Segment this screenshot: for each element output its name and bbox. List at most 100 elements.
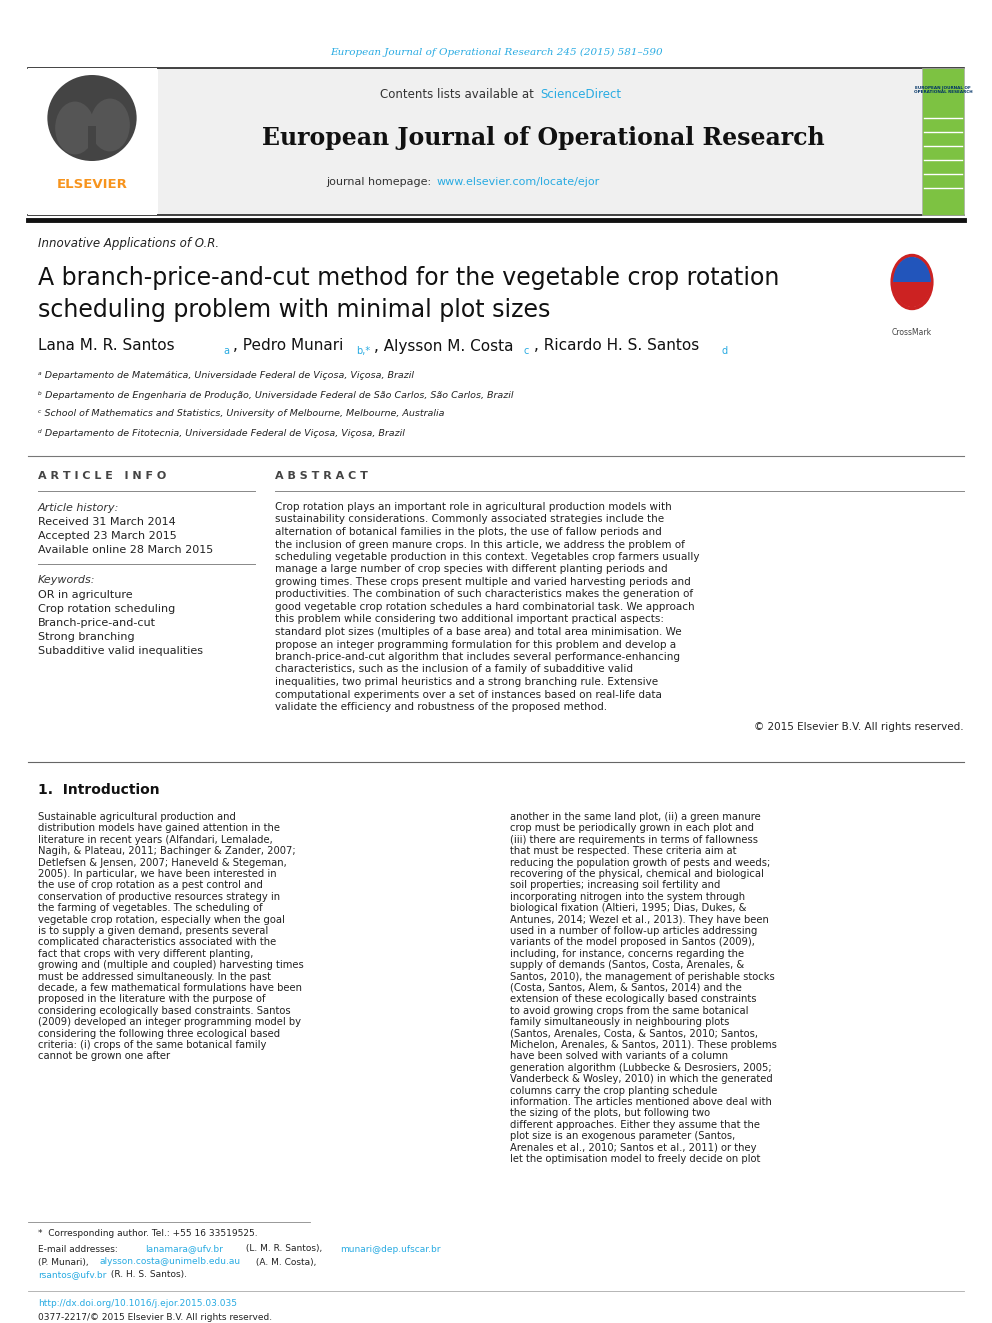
Bar bbox=[88, 126, 96, 155]
Text: ᶜ School of Mathematics and Statistics, University of Melbourne, Melbourne, Aust: ᶜ School of Mathematics and Statistics, … bbox=[38, 410, 444, 418]
Text: rsantos@ufv.br: rsantos@ufv.br bbox=[38, 1270, 106, 1279]
Text: cannot be grown one after: cannot be grown one after bbox=[38, 1052, 170, 1061]
Text: used in a number of follow-up articles addressing: used in a number of follow-up articles a… bbox=[510, 926, 757, 935]
Text: criteria: (i) crops of the same botanical family: criteria: (i) crops of the same botanica… bbox=[38, 1040, 267, 1050]
Text: Santos, 2010), the management of perishable stocks: Santos, 2010), the management of perisha… bbox=[510, 971, 775, 982]
Text: supply of demands (Santos, Costa, Arenales, &: supply of demands (Santos, Costa, Arenal… bbox=[510, 960, 744, 970]
Text: (Santos, Arenales, Costa, & Santos, 2010; Santos,: (Santos, Arenales, Costa, & Santos, 2010… bbox=[510, 1028, 758, 1039]
Text: (A. M. Costa),: (A. M. Costa), bbox=[253, 1257, 316, 1266]
Text: Michelon, Arenales, & Santos, 2011). These problems: Michelon, Arenales, & Santos, 2011). The… bbox=[510, 1040, 777, 1050]
Text: vegetable crop rotation, especially when the goal: vegetable crop rotation, especially when… bbox=[38, 914, 285, 925]
Text: © 2015 Elsevier B.V. All rights reserved.: © 2015 Elsevier B.V. All rights reserved… bbox=[754, 722, 964, 733]
Text: A R T I C L E   I N F O: A R T I C L E I N F O bbox=[38, 471, 167, 482]
Text: growing times. These crops present multiple and varied harvesting periods and: growing times. These crops present multi… bbox=[275, 577, 690, 587]
Text: (P. Munari),: (P. Munari), bbox=[38, 1257, 91, 1266]
Text: ᵃ Departamento de Matemática, Universidade Federal de Viçosa, Viçosa, Brazil: ᵃ Departamento de Matemática, Universida… bbox=[38, 372, 414, 381]
Text: must be addressed simultaneously. In the past: must be addressed simultaneously. In the… bbox=[38, 971, 271, 982]
Ellipse shape bbox=[56, 102, 95, 155]
Text: Crop rotation scheduling: Crop rotation scheduling bbox=[38, 605, 176, 614]
Text: d: d bbox=[722, 347, 728, 356]
Text: Branch-price-and-cut: Branch-price-and-cut bbox=[38, 618, 156, 628]
Text: conservation of productive resources strategy in: conservation of productive resources str… bbox=[38, 892, 280, 902]
Text: Sustainable agricultural production and: Sustainable agricultural production and bbox=[38, 812, 236, 822]
Text: columns carry the crop planting schedule: columns carry the crop planting schedule bbox=[510, 1086, 717, 1095]
Text: computational experiments over a set of instances based on real-life data: computational experiments over a set of … bbox=[275, 689, 662, 700]
Text: productivities. The combination of such characteristics makes the generation of: productivities. The combination of such … bbox=[275, 590, 693, 599]
Text: scheduling vegetable production in this context. Vegetables crop farmers usually: scheduling vegetable production in this … bbox=[275, 552, 699, 562]
Text: ELSEVIER: ELSEVIER bbox=[57, 179, 127, 192]
Text: Arenales et al., 2010; Santos et al., 2011) or they: Arenales et al., 2010; Santos et al., 20… bbox=[510, 1143, 757, 1152]
Text: the sizing of the plots, but following two: the sizing of the plots, but following t… bbox=[510, 1109, 710, 1118]
Text: this problem while considering two additional important practical aspects:: this problem while considering two addit… bbox=[275, 614, 664, 624]
Bar bbox=[158, 67, 922, 216]
Text: generation algorithm (Lubbecke & Desrosiers, 2005;: generation algorithm (Lubbecke & Desrosi… bbox=[510, 1062, 772, 1073]
Text: reducing the population growth of pests and weeds;: reducing the population growth of pests … bbox=[510, 857, 770, 868]
Text: Strong branching: Strong branching bbox=[38, 632, 135, 642]
Text: validate the efficiency and robustness of the proposed method.: validate the efficiency and robustness o… bbox=[275, 703, 607, 712]
Text: good vegetable crop rotation schedules a hard combinatorial task. We approach: good vegetable crop rotation schedules a… bbox=[275, 602, 694, 613]
Text: Subadditive valid inequalities: Subadditive valid inequalities bbox=[38, 646, 203, 656]
Text: considering the following three ecological based: considering the following three ecologic… bbox=[38, 1028, 280, 1039]
Wedge shape bbox=[893, 257, 930, 282]
Text: (R. H. S. Santos).: (R. H. S. Santos). bbox=[108, 1270, 187, 1279]
Text: to avoid growing crops from the same botanical: to avoid growing crops from the same bot… bbox=[510, 1005, 749, 1016]
Text: literature in recent years (Alfandari, Lemalade,: literature in recent years (Alfandari, L… bbox=[38, 835, 273, 845]
Text: A B S T R A C T: A B S T R A C T bbox=[275, 471, 368, 482]
Ellipse shape bbox=[90, 98, 130, 151]
Text: growing and (multiple and coupled) harvesting times: growing and (multiple and coupled) harve… bbox=[38, 960, 304, 970]
Text: Received 31 March 2014: Received 31 March 2014 bbox=[38, 517, 176, 527]
Text: (L. M. R. Santos),: (L. M. R. Santos), bbox=[243, 1245, 325, 1253]
Text: alysson.costa@unimelb.edu.au: alysson.costa@unimelb.edu.au bbox=[100, 1257, 241, 1266]
Text: ᵇ Departamento de Engenharia de Produção, Universidade Federal de São Carlos, Sã: ᵇ Departamento de Engenharia de Produção… bbox=[38, 390, 514, 400]
Text: let the optimisation model to freely decide on plot: let the optimisation model to freely dec… bbox=[510, 1154, 761, 1164]
Text: CrossMark: CrossMark bbox=[892, 328, 932, 337]
Text: c: c bbox=[524, 347, 530, 356]
Text: Accepted 23 March 2015: Accepted 23 March 2015 bbox=[38, 531, 177, 541]
Text: (Costa, Santos, Alem, & Santos, 2014) and the: (Costa, Santos, Alem, & Santos, 2014) an… bbox=[510, 983, 742, 994]
Text: 0377-2217/© 2015 Elsevier B.V. All rights reserved.: 0377-2217/© 2015 Elsevier B.V. All right… bbox=[38, 1312, 272, 1322]
Text: ScienceDirect: ScienceDirect bbox=[540, 87, 621, 101]
Text: scheduling problem with minimal plot sizes: scheduling problem with minimal plot siz… bbox=[38, 298, 551, 321]
Text: Crop rotation plays an important role in agricultural production models with: Crop rotation plays an important role in… bbox=[275, 501, 672, 512]
Text: (iii) there are requirements in terms of fallowness: (iii) there are requirements in terms of… bbox=[510, 835, 758, 845]
Text: crop must be periodically grown in each plot and: crop must be periodically grown in each … bbox=[510, 823, 754, 833]
Text: ᵈ Departamento de Fitotecnia, Universidade Federal de Viçosa, Viçosa, Brazil: ᵈ Departamento de Fitotecnia, Universida… bbox=[38, 429, 405, 438]
Text: lanamara@ufv.br: lanamara@ufv.br bbox=[145, 1245, 223, 1253]
Text: branch-price-and-cut algorithm that includes several performance-enhancing: branch-price-and-cut algorithm that incl… bbox=[275, 652, 680, 662]
Text: fact that crops with very different planting,: fact that crops with very different plan… bbox=[38, 949, 253, 959]
Text: proposed in the literature with the purpose of: proposed in the literature with the purp… bbox=[38, 995, 266, 1004]
Bar bbox=[28, 67, 157, 216]
Text: , Ricardo H. S. Santos: , Ricardo H. S. Santos bbox=[534, 339, 699, 353]
Text: munari@dep.ufscar.br: munari@dep.ufscar.br bbox=[340, 1245, 440, 1253]
Text: sustainability considerations. Commonly associated strategies include the: sustainability considerations. Commonly … bbox=[275, 515, 664, 524]
Bar bbox=[922, 67, 964, 216]
Text: extension of these ecologically based constraints: extension of these ecologically based co… bbox=[510, 995, 757, 1004]
Text: the inclusion of green manure crops. In this article, we address the problem of: the inclusion of green manure crops. In … bbox=[275, 540, 684, 549]
Text: incorporating nitrogen into the system through: incorporating nitrogen into the system t… bbox=[510, 892, 745, 902]
Text: plot size is an exogenous parameter (Santos,: plot size is an exogenous parameter (San… bbox=[510, 1131, 735, 1142]
Text: biological fixation (Altieri, 1995; Dias, Dukes, &: biological fixation (Altieri, 1995; Dias… bbox=[510, 904, 747, 913]
Text: , Pedro Munari: , Pedro Munari bbox=[233, 339, 343, 353]
Text: Detlefsen & Jensen, 2007; Haneveld & Stegeman,: Detlefsen & Jensen, 2007; Haneveld & Ste… bbox=[38, 857, 287, 868]
Text: OR in agriculture: OR in agriculture bbox=[38, 590, 133, 601]
Text: inequalities, two primal heuristics and a strong branching rule. Extensive: inequalities, two primal heuristics and … bbox=[275, 677, 658, 687]
Text: characteristics, such as the inclusion of a family of subadditive valid: characteristics, such as the inclusion o… bbox=[275, 664, 633, 675]
Text: the use of crop rotation as a pest control and: the use of crop rotation as a pest contr… bbox=[38, 880, 263, 890]
Text: complicated characteristics associated with the: complicated characteristics associated w… bbox=[38, 938, 276, 947]
Text: that must be respected. These criteria aim at: that must be respected. These criteria a… bbox=[510, 847, 736, 856]
Text: European Journal of Operational Research 245 (2015) 581–590: European Journal of Operational Research… bbox=[329, 48, 663, 57]
Text: 2005). In particular, we have been interested in: 2005). In particular, we have been inter… bbox=[38, 869, 277, 878]
Text: including, for instance, concerns regarding the: including, for instance, concerns regard… bbox=[510, 949, 744, 959]
Text: Article history:: Article history: bbox=[38, 503, 119, 513]
Text: Available online 28 March 2015: Available online 28 March 2015 bbox=[38, 545, 213, 556]
Text: , Alysson M. Costa: , Alysson M. Costa bbox=[374, 339, 514, 353]
Text: family simultaneously in neighbouring plots: family simultaneously in neighbouring pl… bbox=[510, 1017, 729, 1027]
Text: soil properties; increasing soil fertility and: soil properties; increasing soil fertili… bbox=[510, 880, 720, 890]
Text: http://dx.doi.org/10.1016/j.ejor.2015.03.035: http://dx.doi.org/10.1016/j.ejor.2015.03… bbox=[38, 1298, 237, 1307]
Text: recovering of the physical, chemical and biological: recovering of the physical, chemical and… bbox=[510, 869, 764, 878]
Text: information. The articles mentioned above deal with: information. The articles mentioned abov… bbox=[510, 1097, 772, 1107]
Text: 1.  Introduction: 1. Introduction bbox=[38, 783, 160, 796]
Text: standard plot sizes (multiples of a base area) and total area minimisation. We: standard plot sizes (multiples of a base… bbox=[275, 627, 682, 636]
Text: EUROPEAN JOURNAL OF
OPERATIONAL RESEARCH: EUROPEAN JOURNAL OF OPERATIONAL RESEARCH bbox=[914, 86, 972, 94]
Text: alternation of botanical families in the plots, the use of fallow periods and: alternation of botanical families in the… bbox=[275, 527, 662, 537]
